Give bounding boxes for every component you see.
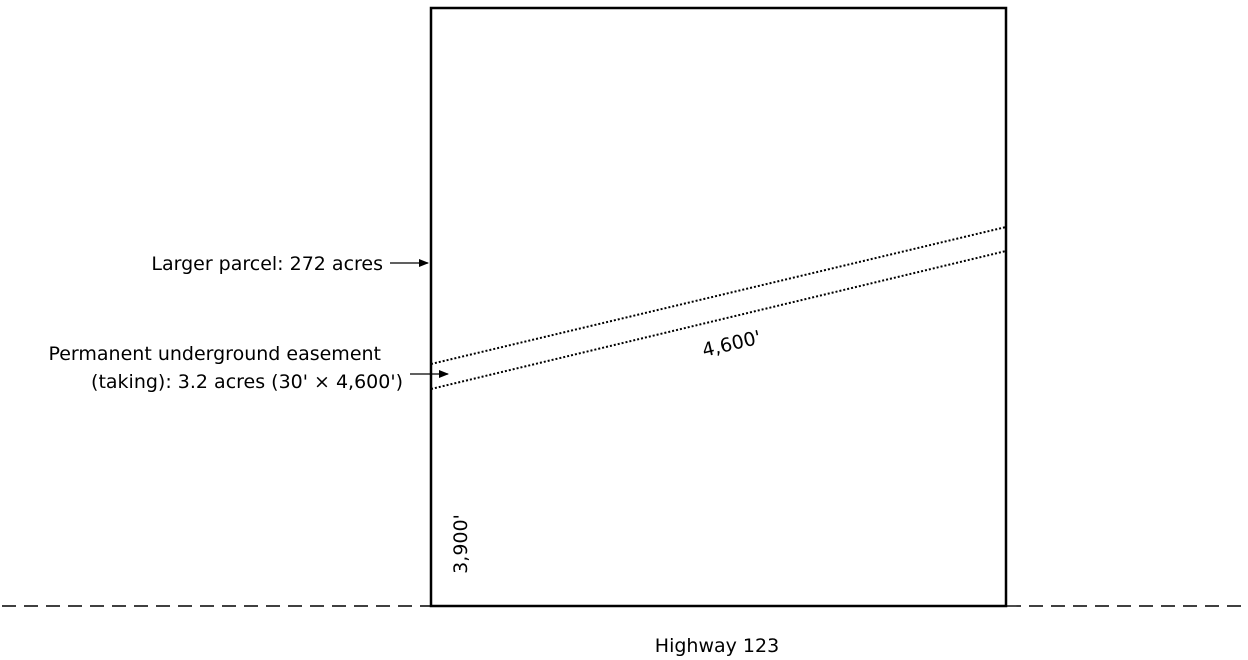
parcel-label: Larger parcel: 272 acres xyxy=(151,253,383,275)
easement-length-label: 4,600' xyxy=(700,327,763,362)
easement-label-line2: (taking): 3.2 acres (30' × 4,600') xyxy=(91,371,403,393)
highway-label: Highway 123 xyxy=(655,635,779,657)
parcel-side-length-label: 3,900' xyxy=(450,514,472,574)
easement-lower-edge xyxy=(430,250,1007,390)
larger-parcel-boundary xyxy=(429,6,1008,608)
easement-upper-edge xyxy=(430,226,1007,365)
easement-label-line1: Permanent underground easement xyxy=(48,343,381,365)
